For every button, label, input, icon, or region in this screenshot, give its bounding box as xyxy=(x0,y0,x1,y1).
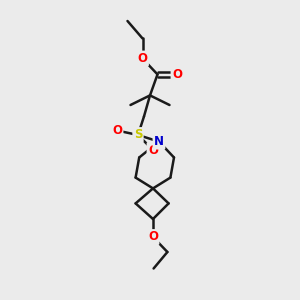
Text: O: O xyxy=(148,230,158,244)
Text: O: O xyxy=(172,68,182,81)
Text: O: O xyxy=(112,124,122,137)
Text: O: O xyxy=(137,52,148,65)
Text: S: S xyxy=(134,128,142,142)
Text: N: N xyxy=(154,135,164,148)
Text: O: O xyxy=(148,143,158,157)
